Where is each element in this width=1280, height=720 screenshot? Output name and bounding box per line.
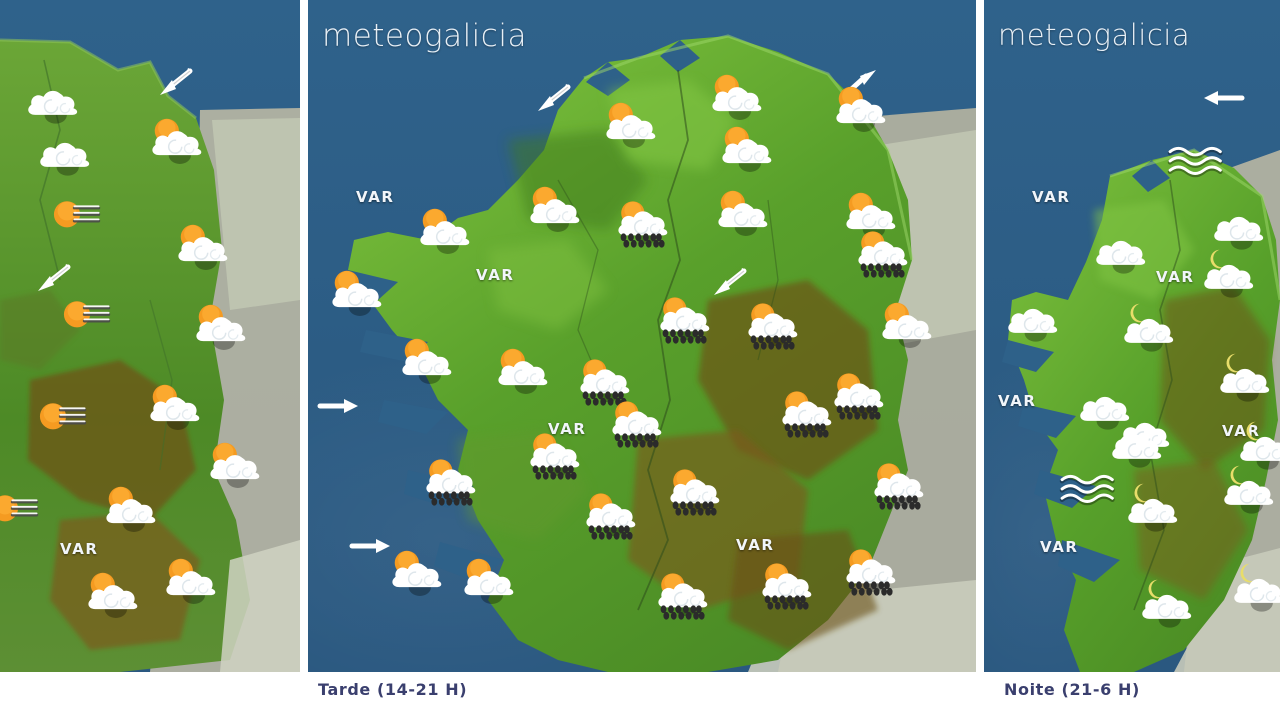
sun-with-wind-icon[interactable] xyxy=(0,486,54,540)
var-label: VAR xyxy=(998,392,1037,410)
moon-behind-cloud-icon[interactable] xyxy=(1212,462,1280,516)
sun-behind-rain-cloud-icon[interactable] xyxy=(864,462,936,516)
sun-behind-cloud-icon[interactable] xyxy=(142,116,214,170)
sun-behind-cloud-icon[interactable] xyxy=(596,100,668,154)
forecast-panel-morning[interactable]: VAR xyxy=(0,0,300,672)
sun-behind-rain-cloud-icon[interactable] xyxy=(836,548,908,602)
sun-behind-cloud-icon[interactable] xyxy=(520,184,592,238)
var-label: VAR xyxy=(1156,268,1195,286)
moon-behind-cloud-icon[interactable] xyxy=(1228,418,1280,472)
sun-behind-cloud-icon[interactable] xyxy=(826,84,898,138)
map-afternoon-galicia xyxy=(338,34,976,672)
cloud-icon[interactable] xyxy=(28,124,100,178)
meteogalicia-logo: meteogalicia xyxy=(998,18,1191,52)
sun-behind-rain-cloud-icon[interactable] xyxy=(848,230,920,284)
sun-behind-rain-cloud-icon[interactable] xyxy=(650,296,722,350)
sun-behind-rain-cloud-icon[interactable] xyxy=(416,458,488,512)
moon-behind-cloud-icon[interactable] xyxy=(1130,576,1202,630)
moon-behind-cloud-icon[interactable] xyxy=(1208,350,1280,404)
meteogalicia-logo: meteogalicia xyxy=(322,18,527,54)
sun-behind-rain-cloud-icon[interactable] xyxy=(570,358,642,412)
sun-behind-rain-cloud-icon[interactable] xyxy=(608,200,680,254)
sun-behind-cloud-icon[interactable] xyxy=(140,382,212,436)
panel-background xyxy=(0,0,300,672)
cloud-icon[interactable] xyxy=(996,290,1068,344)
cloud-icon[interactable] xyxy=(1068,378,1140,432)
wind-waves-icon[interactable] xyxy=(1162,140,1234,194)
sun-behind-rain-cloud-icon[interactable] xyxy=(648,572,720,626)
forecast-panel-night[interactable]: meteogalicia VAR VAR VAR VAR VAR xyxy=(984,0,1280,672)
map-morning xyxy=(0,38,300,672)
sun-behind-cloud-icon[interactable] xyxy=(392,336,464,390)
moon-behind-cloud-icon[interactable] xyxy=(1222,560,1280,614)
sun-behind-cloud-icon[interactable] xyxy=(78,570,150,624)
moon-behind-cloud-icon[interactable] xyxy=(1116,480,1188,534)
panel-caption-afternoon: Tarde (14-21 H) xyxy=(318,680,468,699)
sun-behind-cloud-icon[interactable] xyxy=(410,206,482,260)
var-label: VAR xyxy=(60,540,99,558)
wind-arrow-e-icon xyxy=(316,386,362,426)
panel-background xyxy=(984,0,1280,672)
sun-with-wind-icon[interactable] xyxy=(44,192,116,246)
wind-waves-icon[interactable] xyxy=(1054,468,1126,522)
sun-behind-rain-cloud-icon[interactable] xyxy=(520,432,592,486)
sun-behind-cloud-icon[interactable] xyxy=(186,302,258,356)
sun-behind-cloud-icon[interactable] xyxy=(712,124,784,178)
sun-behind-cloud-icon[interactable] xyxy=(156,556,228,610)
sun-with-wind-icon[interactable] xyxy=(54,292,126,346)
moon-behind-cloud-icon[interactable] xyxy=(1192,246,1264,300)
cloud-icon[interactable] xyxy=(1084,222,1156,276)
sun-behind-rain-cloud-icon[interactable] xyxy=(602,400,674,454)
moon-behind-cloud-icon[interactable] xyxy=(1112,300,1184,354)
wind-arrow-sw-icon xyxy=(30,258,76,298)
sun-behind-cloud-icon[interactable] xyxy=(708,188,780,242)
cloud-icon[interactable] xyxy=(1100,416,1172,470)
sun-behind-cloud-icon[interactable] xyxy=(322,268,394,322)
wind-arrow-e-icon xyxy=(348,526,394,566)
sun-behind-rain-cloud-icon[interactable] xyxy=(752,562,824,616)
var-label: VAR xyxy=(476,266,515,284)
var-label: VAR xyxy=(1040,538,1079,556)
sun-behind-cloud-icon[interactable] xyxy=(836,190,908,244)
sun-behind-rain-cloud-icon[interactable] xyxy=(738,302,810,356)
sun-behind-cloud-icon[interactable] xyxy=(200,440,272,494)
var-label: VAR xyxy=(736,536,775,554)
sun-behind-cloud-icon[interactable] xyxy=(454,556,526,610)
sun-behind-rain-cloud-icon[interactable] xyxy=(576,492,648,546)
sun-behind-rain-cloud-icon[interactable] xyxy=(772,390,844,444)
sun-behind-cloud-icon[interactable] xyxy=(872,300,944,354)
var-label: VAR xyxy=(1032,188,1071,206)
cloud-icon[interactable] xyxy=(1202,198,1274,252)
sun-behind-cloud-icon[interactable] xyxy=(702,72,774,126)
sun-with-wind-icon[interactable] xyxy=(30,394,102,448)
sun-behind-cloud-icon[interactable] xyxy=(488,346,560,400)
forecast-panel-afternoon[interactable]: meteogalicia VAR VAR VAR VAR xyxy=(308,0,976,672)
sun-behind-rain-cloud-icon[interactable] xyxy=(824,372,896,426)
sun-behind-cloud-icon[interactable] xyxy=(168,222,240,276)
wind-arrow-sw-icon xyxy=(706,262,752,302)
panel-caption-night: Noite (21-6 H) xyxy=(1004,680,1140,699)
wind-arrow-sw-icon xyxy=(152,62,198,102)
cloud-icon[interactable] xyxy=(16,72,88,126)
var-label: VAR xyxy=(356,188,395,206)
footer-band xyxy=(0,672,1280,720)
wind-arrow-sw-icon xyxy=(530,78,576,118)
sun-behind-cloud-icon[interactable] xyxy=(96,484,168,538)
var-label: VAR xyxy=(548,420,587,438)
sun-behind-cloud-icon[interactable] xyxy=(382,548,454,602)
wind-arrow-w-icon xyxy=(1200,78,1246,118)
sun-behind-rain-cloud-icon[interactable] xyxy=(660,468,732,522)
